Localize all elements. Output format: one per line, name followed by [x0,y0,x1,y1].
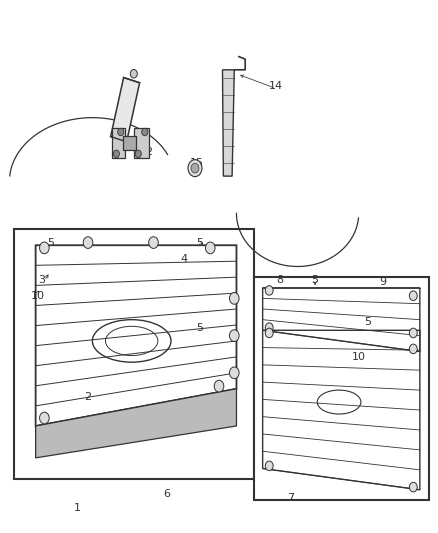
Text: 5: 5 [311,275,318,285]
Circle shape [214,380,224,392]
Text: 8: 8 [276,275,284,285]
Bar [254,277,428,500]
Circle shape [142,128,148,136]
Text: 15: 15 [190,158,204,168]
Circle shape [135,150,141,158]
Circle shape [265,461,273,471]
Text: 10: 10 [31,290,45,301]
Text: 3: 3 [39,275,46,285]
Text: 5: 5 [47,238,54,247]
Circle shape [118,128,124,136]
Circle shape [265,328,273,338]
Circle shape [39,412,49,424]
Text: 4: 4 [180,254,187,263]
Text: 11: 11 [123,81,137,91]
Text: 7: 7 [287,492,295,503]
Circle shape [410,344,417,354]
Text: 2: 2 [85,392,92,402]
Text: 10: 10 [352,352,366,362]
Bar [14,229,254,479]
Circle shape [191,164,199,173]
Circle shape [265,286,273,295]
Circle shape [188,160,202,176]
Text: 5: 5 [364,317,371,327]
Polygon shape [134,128,149,158]
Polygon shape [35,389,237,458]
Text: 5: 5 [196,238,203,247]
Polygon shape [223,70,234,176]
Circle shape [230,367,239,378]
Circle shape [83,237,93,248]
Polygon shape [112,128,125,158]
Text: 5: 5 [196,322,203,333]
Circle shape [149,237,158,248]
Circle shape [410,328,417,338]
Circle shape [230,330,239,342]
Circle shape [410,482,417,492]
Polygon shape [111,77,140,142]
Circle shape [39,242,49,254]
Circle shape [410,291,417,301]
Circle shape [205,242,215,254]
Text: 9: 9 [379,278,386,287]
Text: 12: 12 [140,147,154,157]
Text: 1: 1 [74,503,81,513]
Polygon shape [123,136,136,150]
Circle shape [113,150,120,158]
Circle shape [230,293,239,304]
Circle shape [131,69,137,78]
Text: 14: 14 [268,81,283,91]
Text: 6: 6 [163,489,170,499]
Circle shape [265,323,273,333]
